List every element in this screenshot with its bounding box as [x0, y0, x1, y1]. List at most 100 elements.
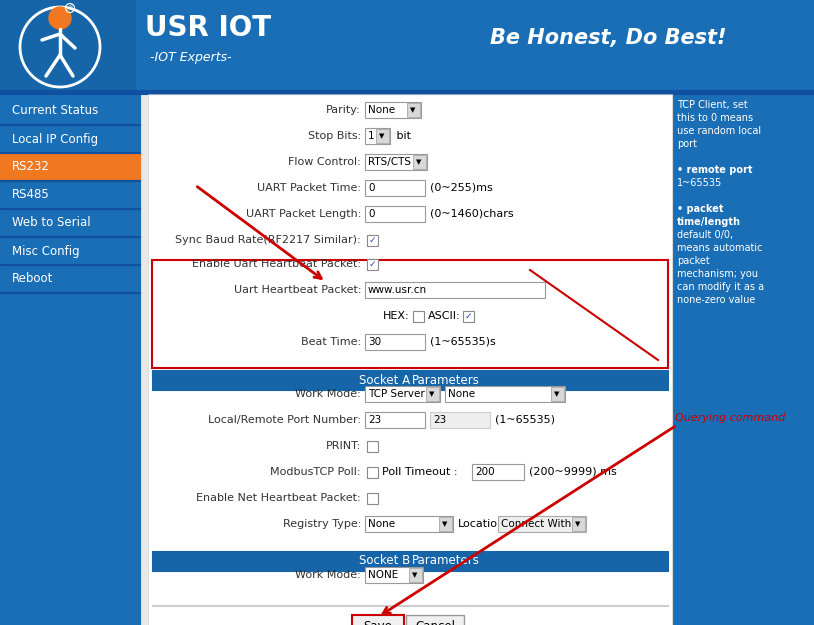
Text: ✓: ✓ — [465, 311, 472, 321]
Bar — [463, 311, 474, 321]
Bar — [672, 94, 814, 625]
Bar — [472, 464, 524, 480]
Text: Poll Timeout :: Poll Timeout : — [382, 467, 457, 477]
Text: Web to Serial: Web to Serial — [12, 216, 90, 229]
Text: Enable Uart Heartbeat Packet:: Enable Uart Heartbeat Packet: — [192, 259, 361, 269]
Bar — [367, 466, 378, 478]
Text: Uart Heartbeat Packet:: Uart Heartbeat Packet: — [234, 285, 361, 295]
Text: Sync Baud Rate(RF2217 Similar):: Sync Baud Rate(RF2217 Similar): — [175, 235, 361, 245]
Text: TCP Server: TCP Server — [368, 389, 425, 399]
Text: 0: 0 — [368, 209, 374, 219]
Text: Parity:: Parity: — [326, 105, 361, 115]
Bar — [367, 441, 378, 451]
Text: 0: 0 — [368, 183, 374, 193]
Text: Be Honest, Do Best!: Be Honest, Do Best! — [490, 28, 727, 48]
Bar — [407, 103, 420, 117]
Text: USR IOT: USR IOT — [145, 14, 271, 42]
Text: Registry Type:: Registry Type: — [282, 519, 361, 529]
Text: Socket B: Socket B — [359, 554, 410, 568]
Bar — [365, 567, 423, 583]
Text: www.usr.cn: www.usr.cn — [368, 285, 427, 295]
Bar — [551, 387, 564, 401]
Bar — [409, 568, 422, 582]
Bar — [365, 102, 421, 118]
Bar — [0, 292, 140, 293]
Text: Local/Remote Port Number:: Local/Remote Port Number: — [208, 415, 361, 425]
Bar — [152, 605, 668, 606]
Bar — [0, 124, 140, 125]
Bar — [0, 208, 140, 209]
Bar — [0, 180, 140, 181]
Text: 200: 200 — [475, 467, 495, 477]
Text: Beat Time:: Beat Time: — [301, 337, 361, 347]
Bar — [152, 551, 668, 571]
Text: ▼: ▼ — [413, 572, 418, 578]
Text: Reboot: Reboot — [12, 272, 54, 286]
Text: ModbusTCP Poll:: ModbusTCP Poll: — [270, 467, 361, 477]
Text: time/length: time/length — [677, 217, 741, 227]
Bar — [365, 154, 427, 170]
Text: -IOT Experts-: -IOT Experts- — [150, 51, 232, 64]
Text: UART Packet Length:: UART Packet Length: — [246, 209, 361, 219]
Text: (0~1460)chars: (0~1460)chars — [430, 209, 514, 219]
Text: ✓: ✓ — [369, 236, 376, 244]
Text: 1~65535: 1~65535 — [677, 178, 722, 188]
Bar — [365, 206, 425, 222]
Text: RS232: RS232 — [12, 161, 50, 174]
Text: use random local: use random local — [677, 126, 761, 136]
Text: Location: Location — [458, 519, 505, 529]
Bar — [0, 264, 140, 265]
Text: UART Packet Time:: UART Packet Time: — [257, 183, 361, 193]
Bar — [152, 370, 668, 390]
Bar — [367, 492, 378, 504]
Bar — [0, 0, 814, 90]
Bar — [365, 282, 545, 298]
Text: ▼: ▼ — [429, 391, 435, 397]
Text: None: None — [448, 389, 475, 399]
Circle shape — [49, 7, 71, 29]
Text: Flow Control:: Flow Control: — [288, 157, 361, 167]
Text: Misc Config: Misc Config — [12, 244, 80, 258]
Text: 30: 30 — [368, 337, 381, 347]
Text: ▼: ▼ — [575, 521, 580, 527]
Text: RTS/CTS: RTS/CTS — [368, 157, 411, 167]
Bar — [367, 234, 378, 246]
Text: (200~9999) ms: (200~9999) ms — [529, 467, 617, 477]
Text: packet: packet — [677, 256, 710, 266]
Bar — [0, 152, 140, 153]
Text: (1~65535)s: (1~65535)s — [430, 337, 496, 347]
Text: HEX:: HEX: — [383, 311, 409, 321]
Bar — [0, 90, 814, 94]
Text: ▼: ▼ — [410, 107, 416, 113]
Bar — [0, 236, 140, 237]
Text: bit: bit — [393, 131, 411, 141]
Text: 1: 1 — [368, 131, 374, 141]
Text: RS485: RS485 — [12, 189, 50, 201]
Bar — [0, 0, 135, 90]
Text: None: None — [368, 519, 395, 529]
Text: this to 0 means: this to 0 means — [677, 113, 753, 123]
Text: ✓: ✓ — [369, 259, 376, 269]
Text: Cancel: Cancel — [415, 619, 455, 625]
Text: Save: Save — [364, 619, 392, 625]
Text: default 0/0,: default 0/0, — [677, 230, 733, 240]
Text: mechanism; you: mechanism; you — [677, 269, 758, 279]
Text: Parameters: Parameters — [412, 554, 480, 568]
Text: ▼: ▼ — [554, 391, 560, 397]
Bar — [572, 517, 585, 531]
Bar — [376, 129, 389, 143]
Bar — [365, 516, 453, 532]
Text: PRINT:: PRINT: — [326, 441, 361, 451]
Bar — [439, 517, 452, 531]
Text: 23: 23 — [368, 415, 381, 425]
Bar — [352, 615, 404, 625]
Bar — [367, 259, 378, 269]
Bar — [426, 387, 439, 401]
Text: 23: 23 — [433, 415, 446, 425]
Text: ▼: ▼ — [416, 159, 422, 165]
Bar — [406, 615, 464, 625]
Text: Work Mode:: Work Mode: — [295, 389, 361, 399]
Text: ASCII:: ASCII: — [428, 311, 461, 321]
Bar — [0, 94, 140, 625]
Text: none-zero value: none-zero value — [677, 295, 755, 305]
